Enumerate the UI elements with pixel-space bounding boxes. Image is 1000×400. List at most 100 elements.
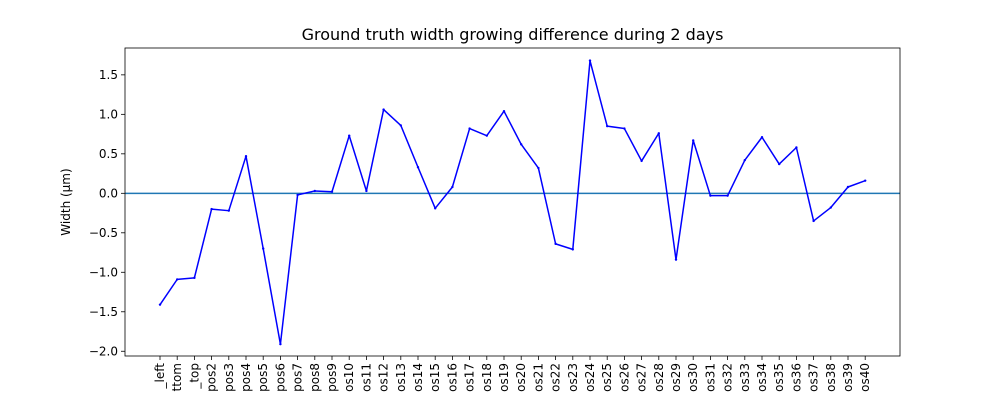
y-tick-label: −1.0 bbox=[89, 265, 118, 279]
x-tick-label: os10 bbox=[342, 363, 356, 392]
data-point bbox=[365, 189, 368, 193]
x-tick-label: os12 bbox=[377, 363, 391, 392]
x-tick-label: os18 bbox=[480, 363, 494, 392]
data-point bbox=[674, 258, 678, 261]
x-tick-label: pos7 bbox=[291, 363, 305, 392]
data-point bbox=[348, 134, 351, 137]
data-point bbox=[296, 193, 299, 197]
x-tick-label: os33 bbox=[738, 363, 752, 392]
data-point bbox=[468, 127, 471, 130]
data-point bbox=[571, 248, 574, 251]
x-tick-label: os15 bbox=[428, 363, 442, 392]
data-point bbox=[640, 159, 643, 163]
data-point bbox=[623, 127, 626, 130]
x-tick-label: pos8 bbox=[308, 363, 322, 392]
data-point bbox=[864, 179, 867, 182]
data-point bbox=[244, 154, 248, 158]
data-point bbox=[313, 189, 316, 193]
data-point bbox=[657, 132, 660, 135]
y-tick-label: 1.5 bbox=[99, 68, 118, 82]
data-point bbox=[485, 134, 488, 137]
x-tick-label: ttom bbox=[170, 363, 184, 391]
x-tick-label: pos3 bbox=[222, 363, 236, 392]
data-point bbox=[210, 207, 213, 211]
y-tick-label: 0.0 bbox=[99, 186, 118, 200]
x-tick-label: os17 bbox=[463, 363, 477, 392]
x-tick-label: os40 bbox=[858, 363, 872, 392]
data-point bbox=[502, 109, 506, 113]
data-point bbox=[709, 194, 712, 197]
y-tick-label: −1.5 bbox=[89, 305, 118, 319]
x-tick-label: os34 bbox=[755, 363, 769, 392]
data-point bbox=[606, 124, 609, 128]
data-point bbox=[778, 162, 781, 166]
data-point bbox=[176, 278, 179, 281]
x-tick-label: os23 bbox=[566, 363, 580, 392]
x-tick-label: _left bbox=[153, 363, 167, 390]
y-tick-label: 0.5 bbox=[99, 147, 118, 161]
data-point bbox=[829, 206, 832, 209]
data-point bbox=[227, 209, 230, 212]
data-point bbox=[846, 185, 850, 189]
data-point bbox=[812, 219, 815, 223]
x-tick-label: os39 bbox=[841, 363, 855, 392]
x-tick-label: os36 bbox=[789, 363, 803, 392]
x-tick-label: os31 bbox=[703, 363, 717, 392]
plot-area bbox=[124, 47, 901, 357]
x-tick-label: pos4 bbox=[239, 363, 253, 392]
series-line-1 bbox=[159, 59, 866, 345]
data-point bbox=[193, 276, 196, 280]
y-axis: −2.0 −1.5 −1.0 −0.5 0.0 0.5 1.0 1.5 bbox=[89, 68, 125, 358]
x-tick-label: _top bbox=[187, 363, 201, 390]
x-tick-label: os22 bbox=[549, 363, 563, 392]
data-point bbox=[692, 139, 695, 142]
data-point bbox=[416, 166, 420, 169]
x-axis: _left ttom _top pos2 pos3 pos4 pos5 pos6 pos7 pos… bbox=[153, 356, 872, 392]
x-tick-label: pos5 bbox=[256, 363, 270, 392]
data-point bbox=[279, 342, 282, 346]
x-tick-label: os35 bbox=[772, 363, 786, 392]
data-point bbox=[554, 242, 557, 246]
y-tick-label: −2.0 bbox=[89, 344, 118, 358]
x-tick-label: os32 bbox=[721, 363, 735, 392]
data-point bbox=[158, 303, 162, 306]
x-tick-label: pos6 bbox=[273, 363, 287, 392]
data-point bbox=[760, 136, 764, 139]
chart-title: Ground truth width growing difference du… bbox=[302, 25, 724, 44]
x-tick-label: os21 bbox=[531, 363, 545, 392]
data-point bbox=[434, 207, 437, 210]
x-tick-label: os24 bbox=[583, 363, 597, 392]
x-tick-label: os30 bbox=[686, 363, 700, 392]
x-tick-label: pos9 bbox=[325, 363, 339, 392]
x-tick-label: os27 bbox=[635, 363, 649, 392]
data-point bbox=[330, 190, 334, 193]
x-tick-label: os20 bbox=[514, 363, 528, 392]
x-tick-label: pos2 bbox=[205, 363, 219, 392]
y-tick-label: −0.5 bbox=[89, 226, 118, 240]
data-point bbox=[451, 185, 454, 189]
data-point bbox=[537, 166, 540, 170]
x-tick-label: os29 bbox=[669, 363, 683, 392]
x-tick-label: os26 bbox=[617, 363, 631, 392]
data-point bbox=[743, 158, 746, 162]
x-tick-label: os13 bbox=[394, 363, 408, 392]
x-tick-label: os16 bbox=[445, 363, 459, 392]
y-axis-label: Width (μm) bbox=[59, 168, 73, 235]
x-tick-label: os28 bbox=[652, 363, 666, 392]
x-tick-label: os14 bbox=[411, 363, 425, 392]
data-point bbox=[795, 146, 798, 149]
data-point bbox=[588, 59, 592, 62]
x-tick-label: os19 bbox=[497, 363, 511, 392]
x-tick-label: os38 bbox=[824, 363, 838, 392]
y-tick-label: 1.0 bbox=[99, 107, 118, 121]
data-point bbox=[382, 108, 385, 111]
data-point bbox=[520, 143, 523, 146]
plot-frame bbox=[124, 47, 901, 357]
data-point bbox=[726, 194, 729, 197]
data-point bbox=[399, 124, 402, 127]
x-tick-label: os11 bbox=[359, 363, 373, 392]
x-tick-label: os25 bbox=[600, 363, 614, 392]
x-tick-label: os37 bbox=[807, 363, 821, 392]
data-point bbox=[262, 247, 265, 250]
